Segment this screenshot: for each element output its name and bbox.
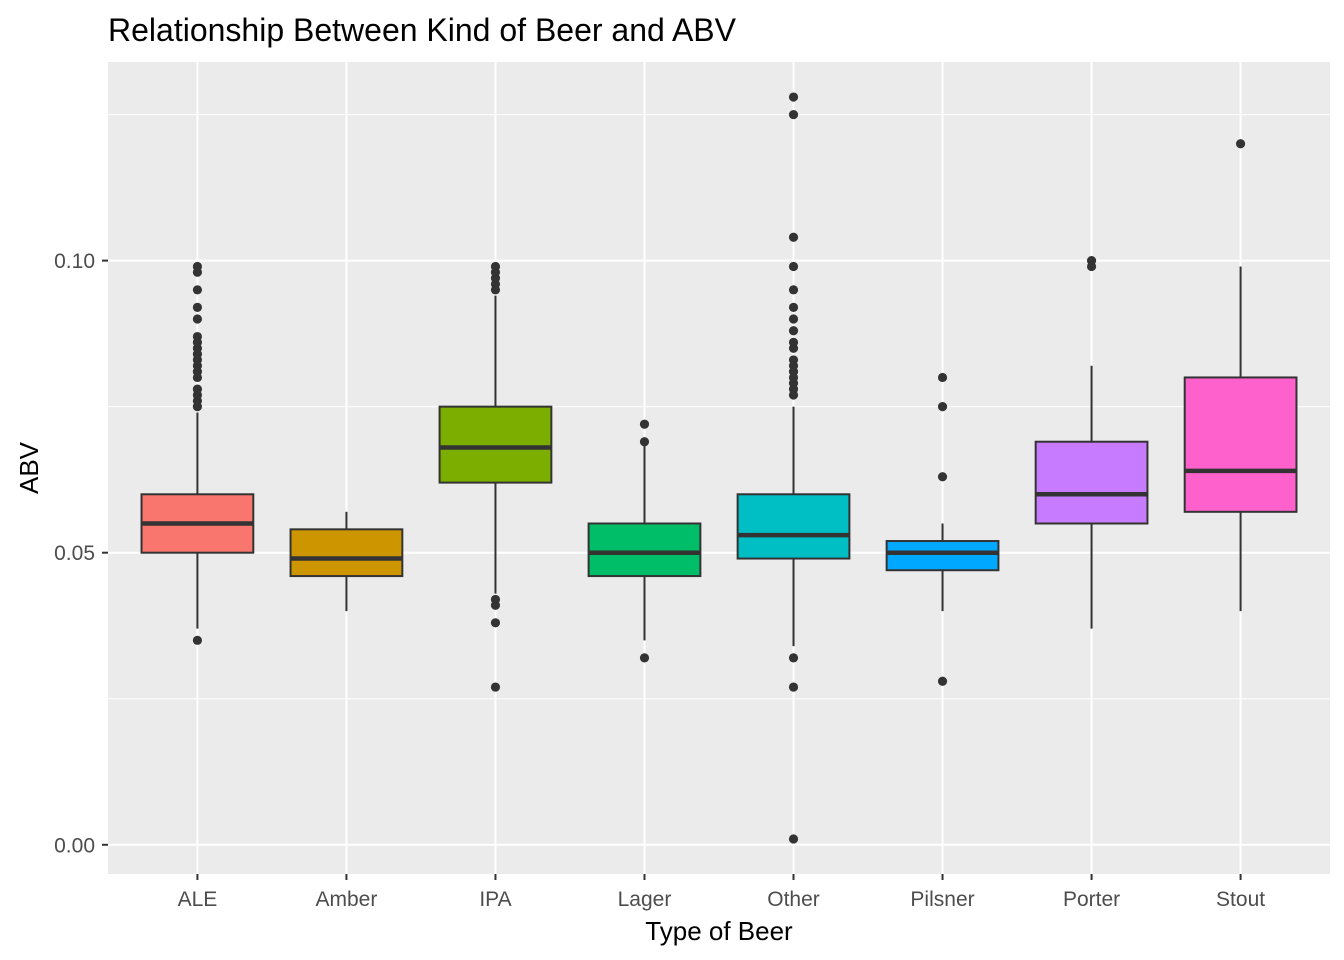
outlier-point [937, 372, 948, 383]
outlier-point [192, 314, 203, 324]
y-tick-label: 0.10 [54, 250, 95, 273]
outlier-point [788, 261, 799, 272]
outlier-point [192, 285, 203, 295]
outlier-point [788, 355, 799, 365]
chart-title: Relationship Between Kind of Beer and AB… [108, 12, 737, 48]
outlier-point [192, 331, 203, 342]
outlier-point [192, 635, 203, 645]
box-amber [289, 511, 404, 612]
box-ale [140, 261, 255, 645]
box-other [736, 92, 851, 844]
outlier-point [490, 594, 501, 605]
outlier-point [788, 314, 799, 324]
iqr-box [885, 540, 1000, 572]
box-pilsner [885, 372, 1000, 686]
outlier-point [490, 682, 501, 692]
x-tick-label: Pilsner [910, 888, 974, 911]
outlier-point [937, 402, 948, 412]
outlier-point [192, 384, 203, 394]
outlier-point [788, 653, 799, 663]
outlier-point [788, 92, 799, 102]
x-tick-label: Porter [1063, 888, 1120, 911]
x-tick-label: IPA [479, 888, 511, 911]
box-lager [587, 419, 702, 663]
box-ipa [438, 261, 553, 692]
outlier-point [937, 472, 948, 482]
y-tick-label: 0.00 [54, 834, 95, 857]
x-axis-title: Type of Beer [645, 916, 793, 946]
x-tick-label: Lager [618, 888, 672, 911]
outlier-point [192, 261, 203, 272]
x-tick-label: Other [767, 888, 820, 911]
outlier-point [788, 337, 799, 348]
outlier-point [788, 302, 799, 312]
box-porter [1034, 256, 1149, 629]
y-tick-label: 0.05 [54, 542, 95, 565]
outlier-point [639, 419, 650, 429]
boxes [140, 92, 1298, 844]
outlier-point [490, 618, 501, 628]
y-axis-title: ABV [14, 441, 44, 494]
outlier-point [788, 232, 799, 242]
iqr-box [438, 405, 553, 484]
outlier-point [1235, 139, 1246, 149]
x-tick-label: ALE [178, 888, 218, 911]
iqr-box [289, 528, 404, 578]
outlier-point [490, 261, 501, 272]
iqr-box [1034, 440, 1149, 525]
outlier-point [788, 326, 799, 336]
x-tick-label: Stout [1216, 888, 1265, 911]
iqr-box [1183, 376, 1298, 513]
outlier-point [788, 109, 799, 120]
outlier-point [192, 302, 203, 312]
outlier-point [639, 437, 650, 447]
outlier-point [1086, 256, 1097, 266]
outlier-point [788, 285, 799, 295]
outlier-point [937, 676, 948, 686]
iqr-box [736, 493, 851, 560]
iqr-box [587, 522, 702, 578]
x-tick-label: Amber [316, 888, 378, 911]
axes: 0.00 0.05 0.10 ALE Amber IPA Lager Other Pilsner… [54, 250, 1265, 911]
outlier-point [788, 834, 799, 844]
outlier-point [639, 653, 650, 663]
outlier-point [788, 682, 799, 692]
box-stout [1183, 139, 1298, 612]
